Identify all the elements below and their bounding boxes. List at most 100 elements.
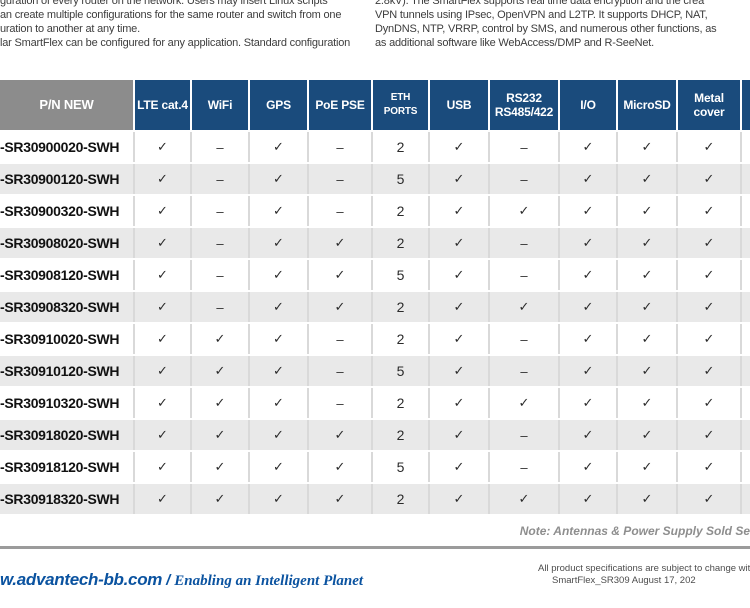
check-cell: ✓ bbox=[250, 324, 307, 354]
value-cell: 2 bbox=[373, 484, 428, 514]
value-cell: 2 bbox=[373, 420, 428, 450]
check-cell: ✓ bbox=[618, 196, 676, 226]
value-cell: 5 bbox=[373, 452, 428, 482]
check-cell: ✓ bbox=[430, 388, 488, 418]
check-cell: ✓ bbox=[250, 388, 307, 418]
check-cell: ✓ bbox=[430, 324, 488, 354]
check-cell: ✓ bbox=[618, 132, 676, 162]
table-row: -SR30900320-SWH ✓ – ✓ –2 ✓ ✓ ✓ ✓ ✓ bbox=[0, 196, 750, 226]
check-cell: ✓ bbox=[430, 420, 488, 450]
table-row: -SR30900020-SWH ✓ – ✓ –2 ✓ – ✓ ✓ ✓ bbox=[0, 132, 750, 162]
table-row: -SR30900120-SWH ✓ – ✓ –5 ✓ – ✓ ✓ ✓ bbox=[0, 164, 750, 194]
check-cell: ✓ bbox=[250, 292, 307, 322]
check-cell: ✓ bbox=[678, 132, 740, 162]
part-number: -SR30908320-SWH bbox=[0, 292, 133, 322]
part-number: -SR30910320-SWH bbox=[0, 388, 133, 418]
value-cell: 2 bbox=[373, 132, 428, 162]
dash-cell: – bbox=[309, 132, 371, 162]
check-cell: ✓ bbox=[618, 324, 676, 354]
check-cell: ✓ bbox=[250, 356, 307, 386]
edge-cell bbox=[742, 196, 750, 226]
table-row: -SR30910120-SWH ✓ ✓ ✓ –5 ✓ – ✓ ✓ ✓ bbox=[0, 356, 750, 386]
check-cell: ✓ bbox=[135, 324, 190, 354]
check-cell: ✓ bbox=[490, 388, 558, 418]
column-header-edge bbox=[742, 80, 750, 130]
dash-cell: – bbox=[192, 196, 248, 226]
dash-cell: – bbox=[192, 164, 248, 194]
check-cell: ✓ bbox=[560, 420, 616, 450]
check-cell: ✓ bbox=[135, 292, 190, 322]
table-row: -SR30918320-SWH ✓ ✓ ✓ ✓ 2 ✓ ✓ ✓ ✓ ✓ bbox=[0, 484, 750, 514]
part-number: -SR30918320-SWH bbox=[0, 484, 133, 514]
check-cell: ✓ bbox=[309, 420, 371, 450]
table-row: -SR30908120-SWH ✓ – ✓ ✓ 5 ✓ – ✓ ✓ ✓ bbox=[0, 260, 750, 290]
check-cell: ✓ bbox=[618, 484, 676, 514]
check-cell: ✓ bbox=[250, 420, 307, 450]
column-header-rs232: RS232 RS485/422 bbox=[490, 80, 558, 130]
disclaimer-line-1: All product specifications are subject t… bbox=[538, 563, 750, 574]
check-cell: ✓ bbox=[135, 452, 190, 482]
dash-cell: – bbox=[309, 164, 371, 194]
check-cell: ✓ bbox=[678, 388, 740, 418]
footer-divider bbox=[0, 546, 750, 549]
column-header-p-n-new: P/N NEW bbox=[0, 80, 133, 130]
check-cell: ✓ bbox=[250, 452, 307, 482]
column-header-microsd: MicroSD bbox=[618, 80, 676, 130]
check-cell: ✓ bbox=[618, 356, 676, 386]
column-header-metal: Metal cover bbox=[678, 80, 740, 130]
edge-cell bbox=[742, 164, 750, 194]
value-cell: 2 bbox=[373, 196, 428, 226]
value-cell: 2 bbox=[373, 324, 428, 354]
check-cell: ✓ bbox=[309, 292, 371, 322]
check-cell: ✓ bbox=[678, 196, 740, 226]
check-cell: ✓ bbox=[678, 452, 740, 482]
check-cell: ✓ bbox=[430, 292, 488, 322]
table-header-row: P/N NEW LTE cat.4 WiFi GPS PoE PSE ETH PORTS U… bbox=[0, 80, 750, 130]
check-cell: ✓ bbox=[678, 228, 740, 258]
column-header-wifi: WiFi bbox=[192, 80, 248, 130]
check-cell: ✓ bbox=[490, 196, 558, 226]
check-cell: ✓ bbox=[309, 228, 371, 258]
column-header-i-o: I/O bbox=[560, 80, 616, 130]
check-cell: ✓ bbox=[135, 388, 190, 418]
check-cell: ✓ bbox=[560, 292, 616, 322]
check-cell: ✓ bbox=[490, 292, 558, 322]
check-cell: ✓ bbox=[678, 324, 740, 354]
dash-cell: – bbox=[490, 164, 558, 194]
dash-cell: – bbox=[192, 260, 248, 290]
check-cell: ✓ bbox=[678, 260, 740, 290]
value-cell: 5 bbox=[373, 260, 428, 290]
table-row: -SR30910020-SWH ✓ ✓ ✓ –2 ✓ – ✓ ✓ ✓ bbox=[0, 324, 750, 354]
website-link[interactable]: w.advantech-bb.com bbox=[0, 570, 163, 589]
check-cell: ✓ bbox=[135, 484, 190, 514]
document-version: SmartFlex_SR309 August 17, 202 bbox=[552, 575, 696, 586]
edge-cell bbox=[742, 388, 750, 418]
dash-cell: – bbox=[309, 324, 371, 354]
part-number: -SR30918120-SWH bbox=[0, 452, 133, 482]
check-cell: ✓ bbox=[678, 420, 740, 450]
part-number: -SR30918020-SWH bbox=[0, 420, 133, 450]
check-cell: ✓ bbox=[192, 420, 248, 450]
check-cell: ✓ bbox=[135, 420, 190, 450]
check-cell: ✓ bbox=[678, 164, 740, 194]
table-body: -SR30900020-SWH ✓ – ✓ –2 ✓ – ✓ ✓ ✓ -SR30900120-SWH… bbox=[0, 132, 750, 514]
part-number: -SR30908020-SWH bbox=[0, 228, 133, 258]
check-cell: ✓ bbox=[135, 260, 190, 290]
check-cell: ✓ bbox=[250, 196, 307, 226]
value-cell: 2 bbox=[373, 228, 428, 258]
check-cell: ✓ bbox=[430, 132, 488, 162]
check-cell: ✓ bbox=[192, 356, 248, 386]
part-number: -SR30910020-SWH bbox=[0, 324, 133, 354]
check-cell: ✓ bbox=[192, 324, 248, 354]
table-row: -SR30918120-SWH ✓ ✓ ✓ ✓ 5 ✓ – ✓ ✓ ✓ bbox=[0, 452, 750, 482]
check-cell: ✓ bbox=[560, 356, 616, 386]
intro-paragraph-right: 2.8kV). The SmartFlex supports real time… bbox=[375, 0, 717, 49]
part-number: -SR30900120-SWH bbox=[0, 164, 133, 194]
dash-cell: – bbox=[192, 132, 248, 162]
dash-cell: – bbox=[490, 260, 558, 290]
edge-cell bbox=[742, 420, 750, 450]
check-cell: ✓ bbox=[560, 132, 616, 162]
column-header-lte-cat-4: LTE cat.4 bbox=[135, 80, 190, 130]
check-cell: ✓ bbox=[192, 388, 248, 418]
column-header-gps: GPS bbox=[250, 80, 307, 130]
